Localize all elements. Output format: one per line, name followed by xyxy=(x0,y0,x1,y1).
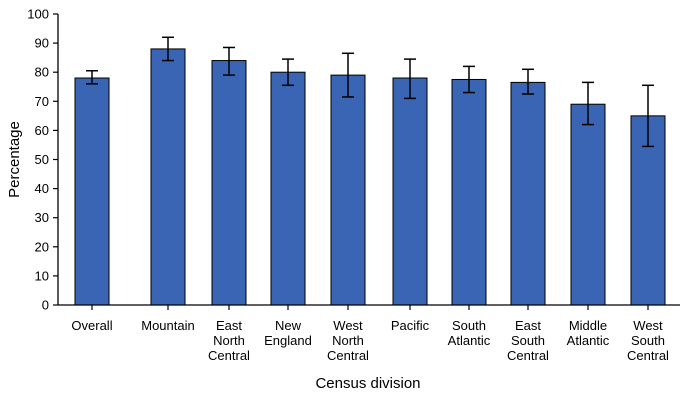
bar xyxy=(451,78,487,306)
x-tick-label: East South Central xyxy=(507,318,549,363)
error-bar xyxy=(162,36,174,62)
error-bar xyxy=(582,81,594,126)
bar xyxy=(330,74,366,306)
x-tick-label: West North Central xyxy=(327,318,369,363)
x-tick-label: West South Central xyxy=(627,318,669,363)
x-tick-label: Mountain xyxy=(141,318,194,333)
x-tick-label: Overall xyxy=(71,318,112,333)
x-tick-label: East North Central xyxy=(208,318,250,363)
bar xyxy=(510,81,546,306)
x-tick-label: Middle Atlantic xyxy=(567,318,610,348)
y-tick-label: 10 xyxy=(35,268,49,283)
bar xyxy=(392,77,428,306)
y-tick-label: 90 xyxy=(35,36,49,51)
bar xyxy=(74,77,110,306)
y-tick-label: 80 xyxy=(35,65,49,80)
y-tick-label: 30 xyxy=(35,210,49,225)
x-tick-label: New England xyxy=(264,318,312,348)
error-bar xyxy=(223,46,235,76)
error-bars xyxy=(86,36,654,148)
y-axis-ticks: 0 10 20 30 40 50 60 70 80 90 100 xyxy=(27,7,58,313)
bars xyxy=(74,48,666,306)
error-bar xyxy=(522,68,534,95)
x-tick-label: South Atlantic xyxy=(448,318,491,348)
y-tick-label: 100 xyxy=(27,7,49,22)
x-axis-title: Census division xyxy=(315,375,420,392)
error-bar xyxy=(282,58,294,87)
y-tick-label: 40 xyxy=(35,181,49,196)
bar xyxy=(211,60,247,306)
bar xyxy=(630,115,666,306)
error-bar xyxy=(463,65,475,94)
x-tick-label: Pacific xyxy=(391,318,430,333)
y-tick-label: 50 xyxy=(35,152,49,167)
bar xyxy=(570,103,606,306)
x-axis-labels: Overall Mountain East North Central New Englan… xyxy=(71,305,669,363)
y-tick-label: 60 xyxy=(35,123,49,138)
error-bar xyxy=(404,58,416,100)
error-bar xyxy=(86,69,98,85)
y-axis-title: Percentage xyxy=(6,121,23,198)
bar xyxy=(150,48,186,306)
error-bar xyxy=(342,52,354,98)
bar xyxy=(270,71,306,306)
y-tick-label: 20 xyxy=(35,239,49,254)
error-bar xyxy=(642,84,654,148)
y-tick-label: 0 xyxy=(42,298,49,313)
y-tick-label: 70 xyxy=(35,94,49,109)
